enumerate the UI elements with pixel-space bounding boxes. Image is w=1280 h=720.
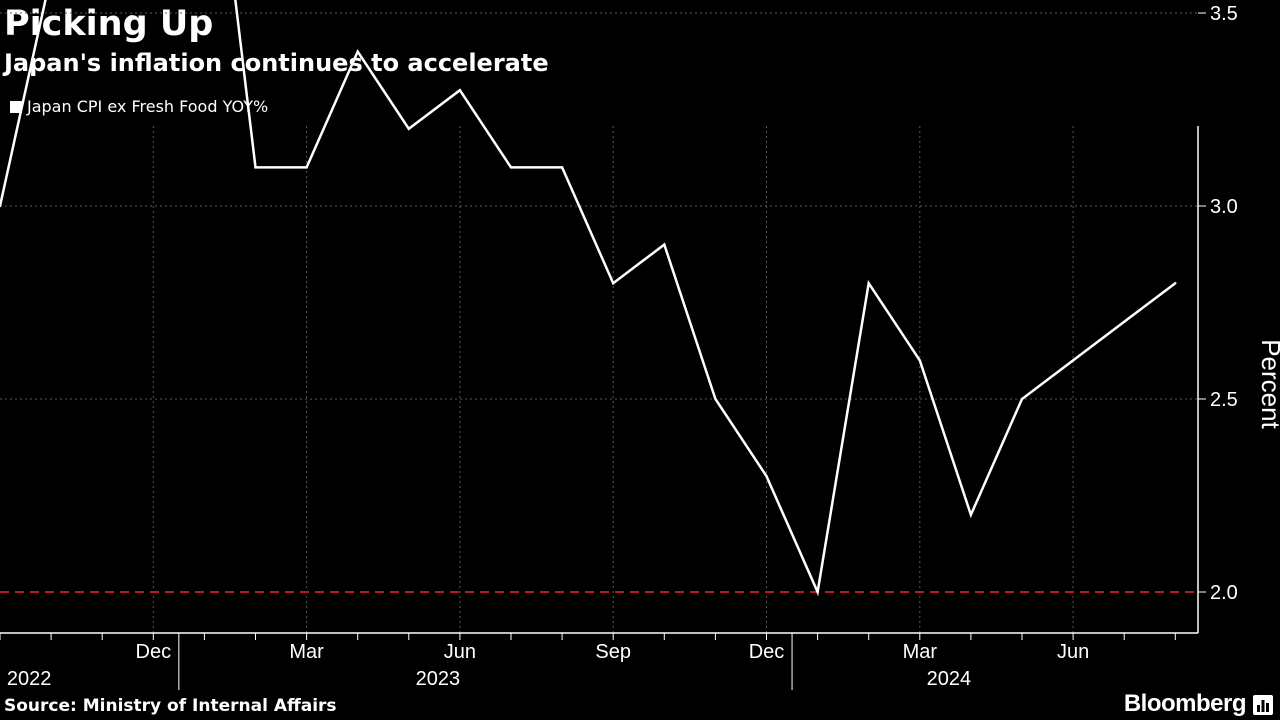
data-point [1123,320,1126,323]
data-point [458,89,462,92]
axes [0,12,1206,690]
legend: Japan CPI ex Fresh Food YOY% [10,96,268,118]
y-tick-label: 2.0 [1210,582,1238,604]
data-point [612,282,615,285]
grid-lines [0,12,1198,633]
source-note: Source: Ministry of Internal Affairs [4,696,337,716]
year-label: 2022 [7,668,52,690]
data-point [560,166,564,169]
x-tick-label: Dec [136,641,172,663]
data-point [663,243,666,246]
data-point [356,50,359,53]
series-line-cpi [0,0,1177,597]
series-layer [0,0,1177,597]
data-point [1174,282,1177,285]
bloomberg-logo: Bloomberg [1123,690,1247,717]
data-point [254,166,257,169]
legend-label: Japan CPI ex Fresh Food YOY% [27,97,269,116]
x-tick-label: Sep [595,641,631,663]
y-tick-label: 3.0 [1210,196,1238,218]
x-tick-label: Mar [903,641,938,663]
y-tick-label: 3.5 [1210,3,1238,25]
chart-subtitle: Japan's inflation continues to accelerat… [4,49,549,77]
x-tick-label: Dec [749,641,785,663]
data-point [0,204,2,208]
data-point [918,359,921,362]
data-point [765,475,768,478]
data-point [816,590,819,594]
x-tick-label: Mar [289,641,324,663]
bar-chart-icon [1253,695,1273,715]
data-point [1071,359,1075,362]
legend-swatch [10,101,22,113]
tick-labels: 2.02.53.03.54.0DecMarJunSepDecMarJun2022… [7,3,1238,690]
data-point [1020,397,1024,401]
year-label: 2023 [416,668,461,690]
y-axis-label: Percent [1256,339,1280,429]
data-point [509,166,513,169]
data-point [305,166,308,169]
data-point [969,513,973,516]
data-point [867,282,870,285]
y-tick-label: 2.5 [1210,389,1238,411]
x-tick-label: Jun [1057,641,1089,663]
year-label: 2024 [927,668,972,690]
data-point [407,127,410,130]
x-tick-label: Jun [444,641,476,663]
data-point [714,397,717,401]
